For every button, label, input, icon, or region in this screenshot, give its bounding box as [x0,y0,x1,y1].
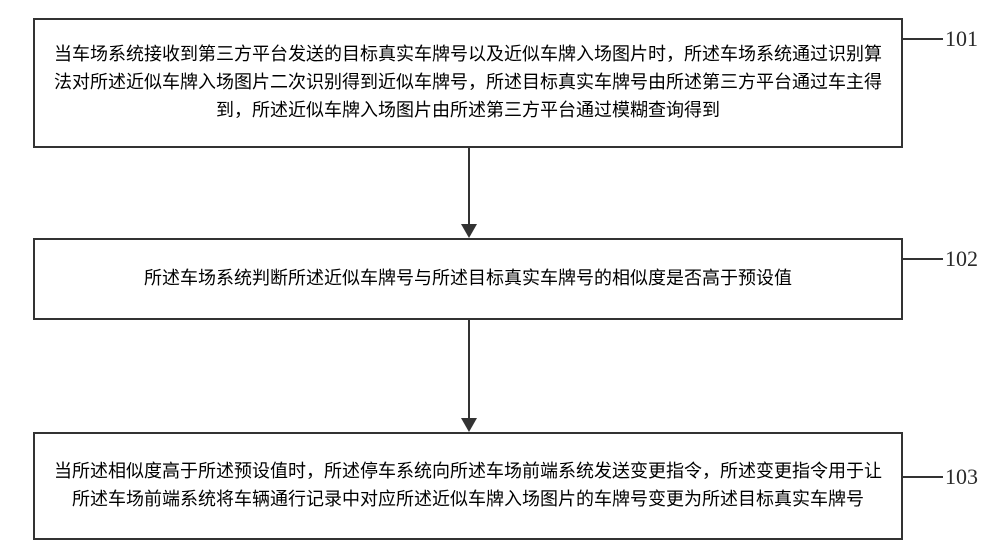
flow-step-3-label: 103 [945,464,978,490]
leader-line-1 [903,38,943,40]
flow-step-1-text: 当车场系统接收到第三方平台发送的目标真实车牌号以及近似车牌入场图片时，所述车场系… [49,41,887,125]
flow-step-2-label: 102 [945,246,978,272]
arrow-2-3-head [461,418,477,432]
flow-step-3: 当所述相似度高于所述预设值时，所述停车系统向所述车场前端系统发送变更指令，所述变… [33,432,903,540]
arrow-2-3-line [468,320,470,418]
leader-line-2 [903,258,943,260]
arrow-1-2-head [461,224,477,238]
flow-step-3-text: 当所述相似度高于所述预设值时，所述停车系统向所述车场前端系统发送变更指令，所述变… [49,458,887,514]
leader-line-3 [903,476,943,478]
flow-step-1: 当车场系统接收到第三方平台发送的目标真实车牌号以及近似车牌入场图片时，所述车场系… [33,18,903,148]
arrow-1-2-line [468,148,470,224]
flow-step-2: 所述车场系统判断所述近似车牌号与所述目标真实车牌号的相似度是否高于预设值 [33,238,903,320]
flow-step-1-label: 101 [945,26,978,52]
flow-step-2-text: 所述车场系统判断所述近似车牌号与所述目标真实车牌号的相似度是否高于预设值 [144,265,792,293]
